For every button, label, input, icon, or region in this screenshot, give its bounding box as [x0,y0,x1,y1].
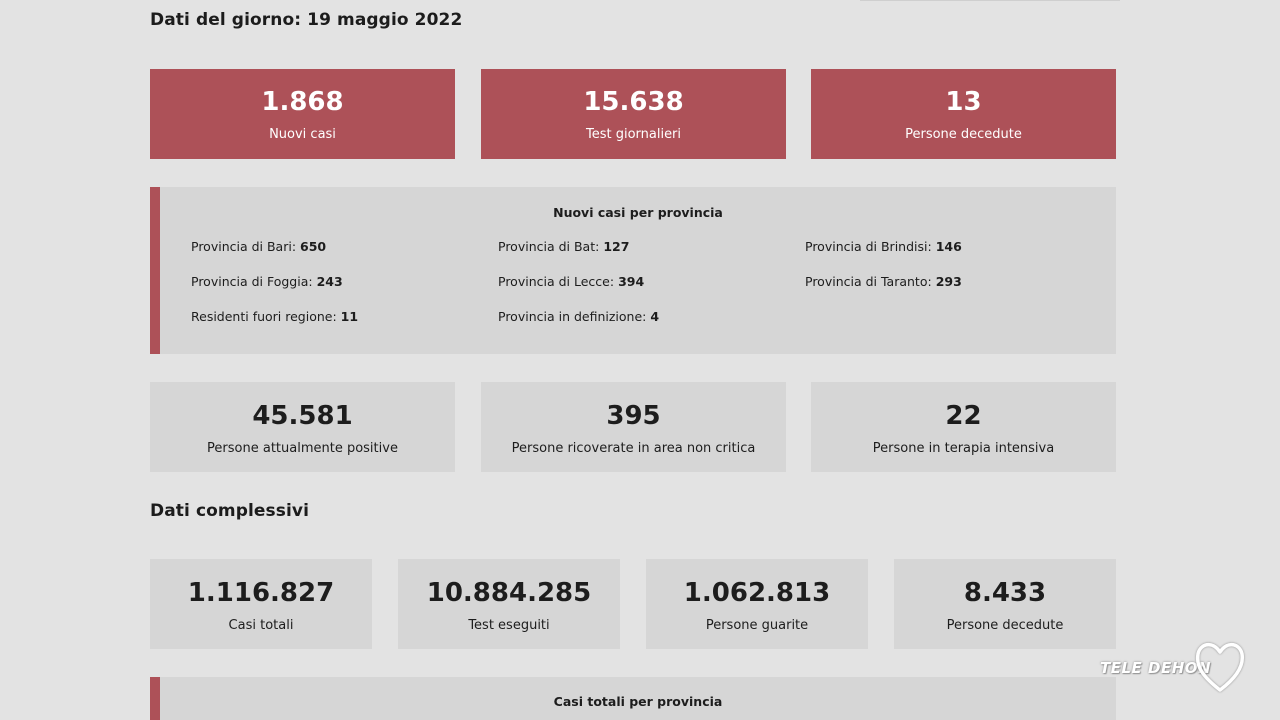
daily-deaths-label: Persone decedute [905,127,1022,142]
total-recovered-card: 1.062.813 Persone guarite [646,559,868,649]
total-section-heading: Dati complessivi [150,501,310,521]
total-tests-card: 10.884.285 Test eseguiti [398,559,620,649]
stat-value: 1.116.827 [187,578,335,608]
hospitalized-card: 395 Persone ricoverate in area non criti… [481,382,786,472]
province-item-brindisi: Provincia di Brindisi: 146 [805,239,962,254]
province-value: 127 [603,239,630,254]
province-item-bari: Provincia di Bari: 650 [191,239,326,254]
province-item-foggia: Provincia di Foggia: 243 [191,274,343,289]
province-label: Provincia di Taranto: [805,274,932,289]
province-label: Provincia di Foggia: [191,274,313,289]
province-label: Provincia di Bat: [498,239,600,254]
province-value: 394 [618,274,645,289]
intensive-care-card: 22 Persone in terapia intensiva [811,382,1116,472]
divider [860,0,1120,1]
day-section-heading: Dati del giorno: 19 maggio 2022 [150,10,463,30]
heart-icon [1195,642,1245,692]
new-cases-card: 1.868 Nuovi casi [150,69,455,159]
total-cases-by-province-panel: Casi totali per provincia [150,677,1116,720]
province-label: Provincia di Bari: [191,239,297,254]
tv-channel-logo: TELE DEHON [1100,638,1250,698]
daily-tests-value: 15.638 [583,87,684,117]
daily-deaths-value: 13 [945,87,982,117]
province-label: Provincia in definizione: [498,309,647,324]
province-item-bat: Provincia di Bat: 127 [498,239,629,254]
panel-title: Casi totali per provincia [553,694,723,709]
total-deaths-card: 8.433 Persone decedute [894,559,1116,649]
province-label: Residenti fuori regione: [191,309,337,324]
province-item-out-of-region: Residenti fuori regione: 11 [191,309,358,324]
stat-label: Casi totali [228,618,294,633]
province-label: Provincia di Brindisi: [805,239,932,254]
stat-value: 8.433 [963,578,1047,608]
stat-value: 45.581 [252,401,353,431]
daily-deaths-card: 13 Persone decedute [811,69,1116,159]
province-value: 146 [935,239,962,254]
stat-label: Test eseguiti [468,618,550,633]
new-cases-value: 1.868 [261,87,344,117]
province-value: 11 [340,309,359,324]
province-item-taranto: Provincia di Taranto: 293 [805,274,962,289]
stat-value: 395 [606,401,661,431]
stat-label: Persone attualmente positive [207,441,398,456]
new-cases-label: Nuovi casi [269,127,336,142]
stat-label: Persone guarite [705,618,809,633]
total-cases-card: 1.116.827 Casi totali [150,559,372,649]
stat-value: 22 [945,401,982,431]
daily-tests-label: Test giornalieri [585,127,682,142]
panel-title: Nuovi casi per provincia [553,205,723,220]
currently-positive-card: 45.581 Persone attualmente positive [150,382,455,472]
stat-label: Persone in terapia intensiva [872,441,1055,456]
province-item-undefined: Provincia in definizione: 4 [498,309,659,324]
stat-value: 1.062.813 [683,578,831,608]
province-value: 243 [316,274,343,289]
daily-tests-card: 15.638 Test giornalieri [481,69,786,159]
logo-text: TELE DEHON [1100,659,1212,677]
stat-value: 10.884.285 [426,578,592,608]
stat-label: Persone decedute [946,618,1064,633]
province-value: 4 [650,309,660,324]
new-cases-by-province-panel: Nuovi casi per provincia Provincia di Ba… [150,187,1116,354]
stat-label: Persone ricoverate in area non critica [511,441,756,456]
province-label: Provincia di Lecce: [498,274,615,289]
province-value: 293 [935,274,962,289]
province-value: 650 [300,239,327,254]
province-item-lecce: Provincia di Lecce: 394 [498,274,644,289]
